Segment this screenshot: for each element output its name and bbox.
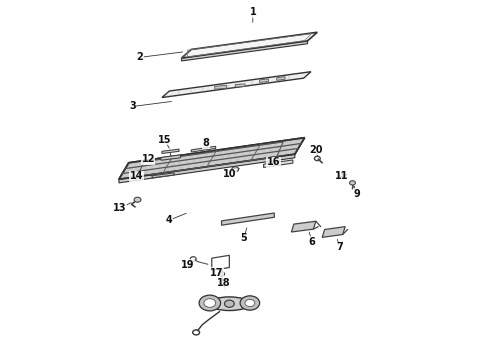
Polygon shape (322, 226, 345, 237)
Circle shape (199, 295, 221, 311)
Polygon shape (181, 41, 308, 61)
Circle shape (232, 167, 239, 172)
Text: 1: 1 (249, 7, 256, 17)
Text: 19: 19 (181, 260, 194, 270)
Text: 14: 14 (130, 171, 143, 181)
Polygon shape (235, 84, 245, 87)
Text: 4: 4 (166, 215, 172, 225)
Text: 7: 7 (336, 242, 343, 252)
Polygon shape (260, 79, 269, 82)
Circle shape (349, 181, 355, 185)
Ellipse shape (209, 297, 250, 311)
Text: 17: 17 (210, 267, 224, 278)
Polygon shape (191, 146, 216, 152)
Polygon shape (292, 221, 316, 232)
Text: 5: 5 (241, 233, 247, 243)
Text: 3: 3 (129, 102, 136, 112)
Text: 18: 18 (217, 278, 230, 288)
Circle shape (134, 197, 141, 202)
Polygon shape (264, 160, 293, 167)
Polygon shape (161, 155, 180, 160)
Text: 13: 13 (113, 203, 127, 213)
Polygon shape (221, 213, 274, 225)
Polygon shape (181, 32, 318, 58)
Polygon shape (152, 173, 174, 178)
Text: 6: 6 (309, 237, 315, 247)
Polygon shape (162, 72, 311, 98)
Polygon shape (215, 85, 226, 89)
Polygon shape (277, 77, 285, 80)
Text: 8: 8 (202, 139, 209, 148)
Circle shape (204, 299, 216, 307)
Polygon shape (119, 154, 295, 183)
Polygon shape (119, 138, 305, 179)
Polygon shape (162, 149, 179, 153)
Text: 2: 2 (137, 52, 143, 62)
Circle shape (240, 296, 260, 310)
Circle shape (245, 300, 255, 307)
Text: 9: 9 (353, 189, 360, 199)
Text: 16: 16 (267, 157, 280, 167)
Circle shape (219, 272, 224, 276)
Text: 15: 15 (158, 135, 171, 145)
Text: 10: 10 (222, 169, 236, 179)
Circle shape (224, 300, 234, 307)
Polygon shape (212, 255, 229, 270)
Text: 12: 12 (142, 154, 155, 164)
Text: 20: 20 (309, 144, 322, 154)
Text: 11: 11 (335, 171, 348, 181)
